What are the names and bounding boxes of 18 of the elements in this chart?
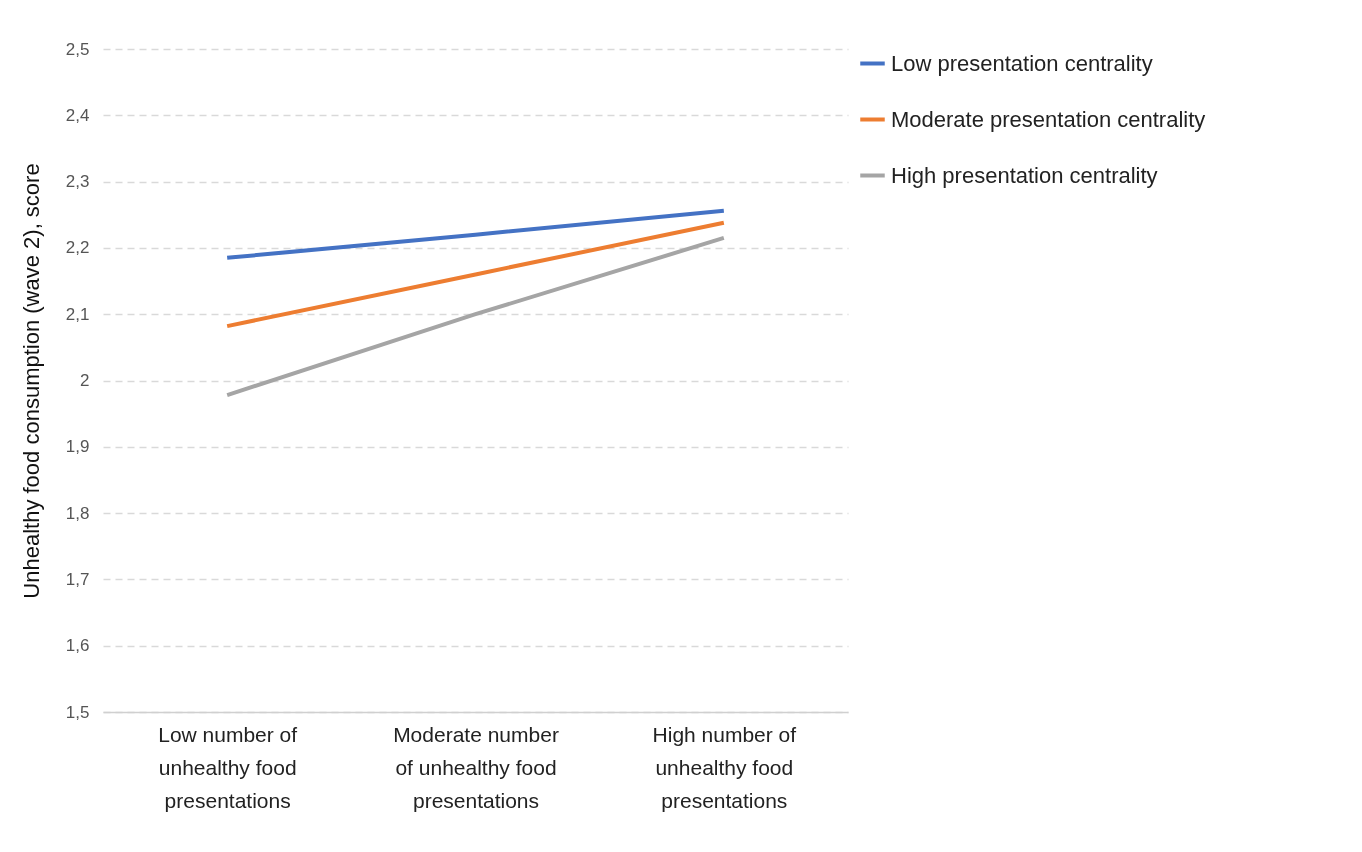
y-tick-label: 2,1 [65, 304, 90, 324]
legend-label: High presentation centrality [891, 162, 1158, 188]
y-tick-label: 2,4 [65, 105, 90, 125]
y-tick-label: 1,9 [65, 437, 90, 457]
legend-label: Low presentation centrality [891, 50, 1153, 76]
y-tick-label: 2 [80, 371, 90, 390]
legend-label: Moderate presentation centrality [891, 106, 1206, 132]
y-tick-label: 1,5 [65, 702, 90, 722]
y-tick-label: 2,5 [65, 39, 90, 59]
y-tick-label: 2,3 [65, 172, 90, 192]
y-tick-label: 1,6 [65, 636, 90, 656]
y-tick-label: 1,8 [65, 503, 90, 523]
x-tick-label: High number of unhealthy food presentations [652, 722, 797, 812]
x-tick-label: Low number of unhealthy food presentations [158, 722, 298, 812]
y-axis-title: Unhealthy food consumption (wave 2), score [18, 163, 44, 599]
y-tick-label: 1,7 [65, 569, 90, 589]
y-tick-label: 2,2 [65, 238, 90, 258]
x-tick-label: Moderate number of unhealthy food presentations [393, 722, 559, 812]
